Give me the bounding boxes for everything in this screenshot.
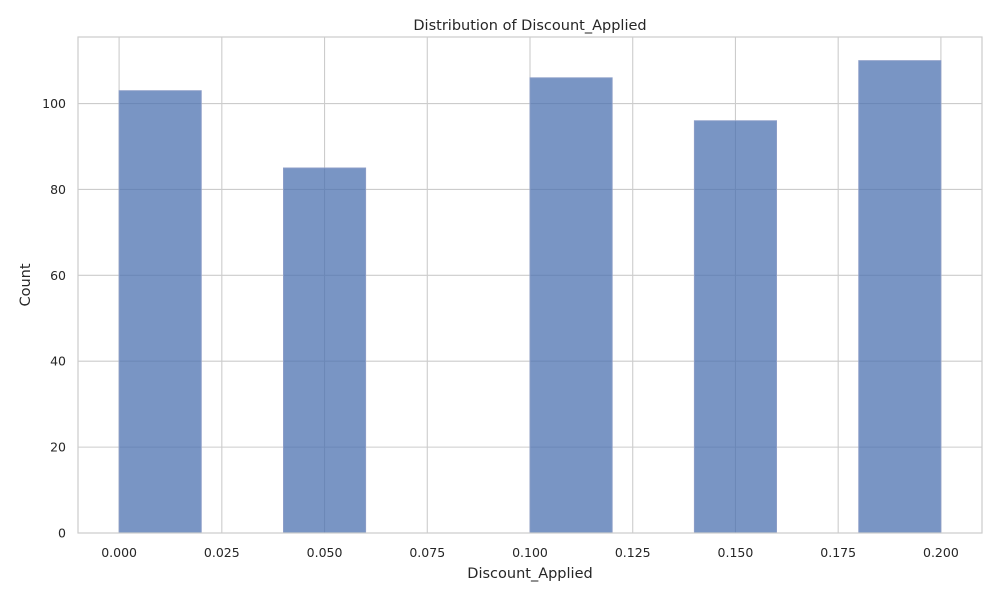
x-tick-label: 0.150 [718,545,754,560]
x-tick-label: 0.075 [409,545,445,560]
x-tick-labels: 0.000 0.025 0.050 0.075 0.100 0.125 0.150 0.175… [101,545,959,560]
y-axis-label: Count [18,263,34,306]
x-tick-label: 0.025 [204,545,240,560]
y-tick-label: 80 [50,182,66,197]
x-tick-label: 0.100 [512,545,548,560]
y-tick-label: 100 [42,96,66,111]
x-tick-label: 0.050 [307,545,343,560]
histogram-bar [858,60,942,534]
histogram-bar [693,120,777,534]
y-tick-label: 0 [58,526,66,541]
histogram-bar [283,167,367,534]
plot-frame [77,36,983,534]
x-axis-label: Discount_Applied [467,566,592,582]
y-tick-label: 60 [50,268,66,283]
y-tick-labels: 0 20 40 60 80 100 [42,96,66,540]
chart-title: Distribution of Discount_Applied [413,18,646,34]
x-tick-label: 0.200 [923,545,959,560]
x-tick-label: 0.175 [820,545,856,560]
x-tick-label: 0.000 [101,545,137,560]
histogram-bar [118,90,202,534]
y-tick-label: 20 [50,440,66,455]
y-tick-label: 40 [50,354,66,369]
histogram-bar [529,77,613,534]
x-tick-label: 0.125 [615,545,651,560]
bars [118,60,942,534]
